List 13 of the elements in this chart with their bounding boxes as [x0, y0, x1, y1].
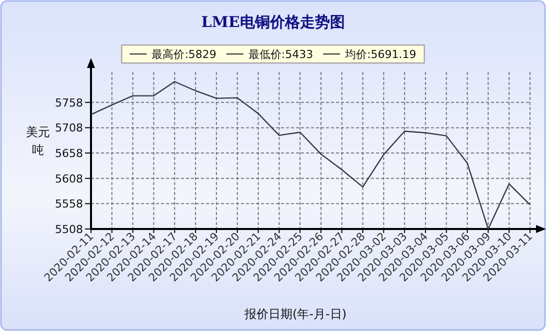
chart-title: LME电铜价格走势图	[201, 13, 345, 31]
y-tick-label: 5658	[55, 147, 83, 160]
y-axis-title: 美元吨	[26, 125, 50, 157]
text: 最低价:5433	[248, 48, 314, 61]
text: 最高价:5829	[152, 48, 216, 61]
y-tick-label: 5508	[55, 223, 83, 236]
y-tick-label: 5758	[55, 96, 83, 110]
y-tick-label: 5708	[55, 122, 83, 135]
text: 均价:5691.19	[344, 48, 416, 61]
line-series	[90, 81, 531, 230]
y-tick-label: 5608	[55, 172, 83, 186]
y-tick-label: 5558	[55, 198, 83, 211]
x-axis-title: 报价日期(年-月-日)	[243, 307, 347, 321]
